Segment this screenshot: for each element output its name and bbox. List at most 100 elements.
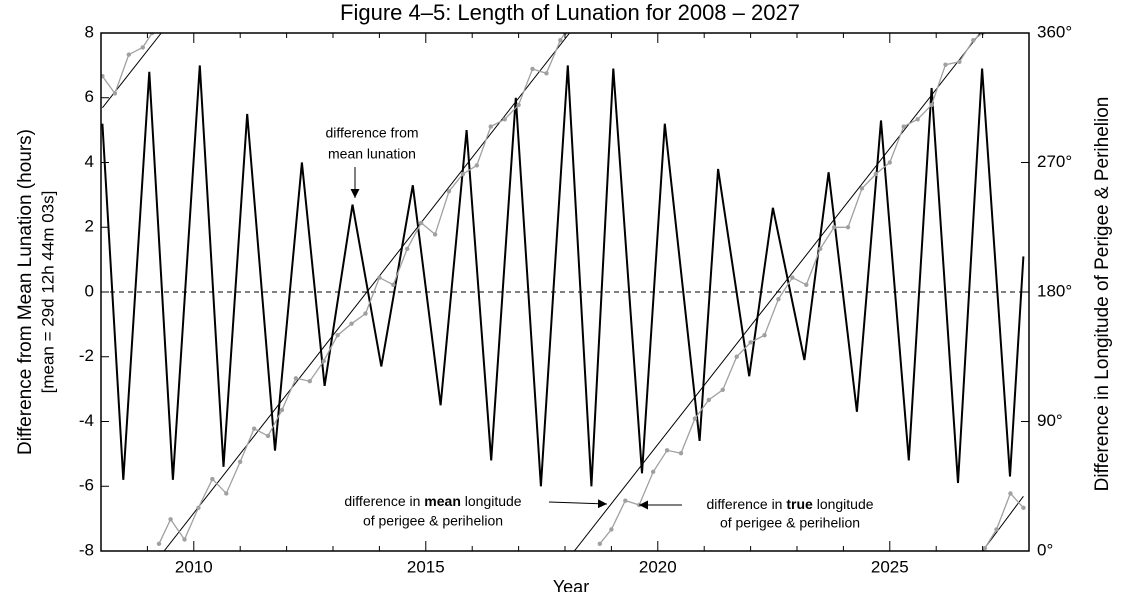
series-marker — [224, 491, 229, 496]
series-marker — [196, 505, 201, 511]
annotation-bold: true — [786, 496, 813, 512]
series-marker — [790, 275, 795, 280]
y2-axis-label: Difference in Longitude of Perigee & Per… — [1092, 97, 1113, 492]
series-marker — [762, 332, 767, 338]
series-marker — [265, 433, 271, 439]
series-marker — [377, 275, 382, 280]
annotation-text: difference in mean longitude — [344, 493, 521, 509]
series-marker — [516, 102, 521, 108]
y-axis-label: Difference from Mean Lunation (hours) — [15, 129, 36, 455]
series-marker — [597, 541, 602, 547]
series-marker — [678, 450, 684, 456]
annotation: difference in true longitude of perigee … — [639, 496, 874, 531]
series-marker — [929, 102, 934, 108]
y-tick-label: 6 — [85, 87, 94, 106]
series-line — [101, 33, 1024, 549]
annotation-bold: mean — [424, 493, 461, 509]
annotation-text: longitude — [461, 493, 522, 509]
y-tick-label: 0 — [85, 281, 94, 300]
y-tick-label: -2 — [79, 346, 94, 365]
y2-tick-label: 180° — [1037, 281, 1072, 300]
series-marker — [720, 387, 725, 393]
series-marker — [804, 282, 809, 288]
y2-tick-label: 0° — [1037, 540, 1053, 559]
series-marker — [126, 52, 132, 57]
series-marker — [692, 416, 698, 421]
series-marker — [391, 282, 396, 288]
series-marker — [251, 426, 257, 431]
annotation: difference in mean longitude of perigee … — [344, 493, 608, 529]
annotation-text: longitude — [813, 496, 874, 512]
series-marker — [307, 379, 312, 384]
annotation-text: difference in — [344, 493, 424, 509]
series-marker — [982, 545, 988, 551]
series-marker — [818, 246, 823, 252]
x-tick-label: 2020 — [639, 557, 677, 576]
series-marker — [1008, 491, 1013, 496]
series-marker — [446, 189, 452, 194]
series-marker — [279, 407, 285, 413]
annotation-arrow — [548, 499, 608, 509]
series-marker — [734, 354, 739, 359]
x-tick-label: 2015 — [407, 557, 445, 576]
series-marker — [502, 117, 507, 122]
y2-tick-label: 90° — [1037, 411, 1063, 430]
series-marker — [831, 225, 837, 230]
series-marker — [558, 37, 563, 43]
series-marker — [112, 91, 118, 96]
chart-title: Figure 4–5: Length of Lunation for 2008 … — [340, 0, 800, 25]
series-marker — [609, 527, 614, 532]
annotation-text: of perigee & perihelion — [720, 515, 860, 531]
y2-tick-label: 360° — [1037, 22, 1072, 41]
y-tick-label: 2 — [85, 217, 94, 236]
series-marker — [873, 171, 879, 177]
series-marker — [335, 332, 340, 338]
series-marker — [544, 71, 549, 76]
series-marker — [915, 117, 920, 122]
series-line — [101, 65, 1025, 487]
x-tick-label: 2010 — [175, 557, 213, 576]
series-marker — [349, 321, 354, 326]
series-marker — [650, 469, 656, 475]
annotation-text: difference in true longitude — [706, 496, 873, 512]
series-marker — [971, 37, 976, 43]
y-tick-label: -8 — [79, 540, 94, 559]
series-marker — [623, 498, 628, 503]
x-tick-label: 2025 — [871, 557, 909, 576]
series-marker — [859, 186, 865, 191]
y-tick-label: -6 — [79, 476, 94, 495]
series-marker — [845, 225, 851, 230]
series-marker — [460, 171, 466, 177]
series-marker — [432, 232, 438, 237]
series-marker — [363, 311, 368, 316]
plot-area — [101, 33, 1029, 551]
series-marker — [156, 541, 162, 547]
series-marker — [887, 160, 892, 165]
series-marker — [957, 59, 962, 64]
series-marker — [748, 340, 753, 345]
series-marker — [994, 527, 999, 532]
series-marker — [706, 397, 712, 403]
y-tick-label: 8 — [85, 22, 94, 41]
series-line — [102, 33, 1024, 551]
series-marker — [210, 476, 215, 482]
annotation: difference from mean lunation — [325, 125, 419, 198]
series-marker — [101, 73, 105, 79]
series-marker — [664, 448, 670, 453]
series-marker — [943, 62, 948, 67]
y-axis-sublabel: [mean = 29d 12h 44m 03s] — [38, 191, 57, 394]
series-marker — [474, 163, 480, 168]
series-marker — [321, 358, 326, 364]
series-marker — [901, 124, 906, 129]
series-marker — [530, 66, 535, 72]
series-marker — [405, 246, 410, 252]
y2-tick-label: 270° — [1037, 152, 1072, 171]
series-marker — [776, 296, 781, 302]
series-marker — [488, 124, 493, 129]
annotation-text: of perigee & perihelion — [363, 513, 503, 529]
series-marker — [168, 517, 173, 522]
y-tick-label: -4 — [79, 411, 94, 430]
series-marker — [1021, 505, 1026, 511]
series-marker — [418, 220, 424, 226]
